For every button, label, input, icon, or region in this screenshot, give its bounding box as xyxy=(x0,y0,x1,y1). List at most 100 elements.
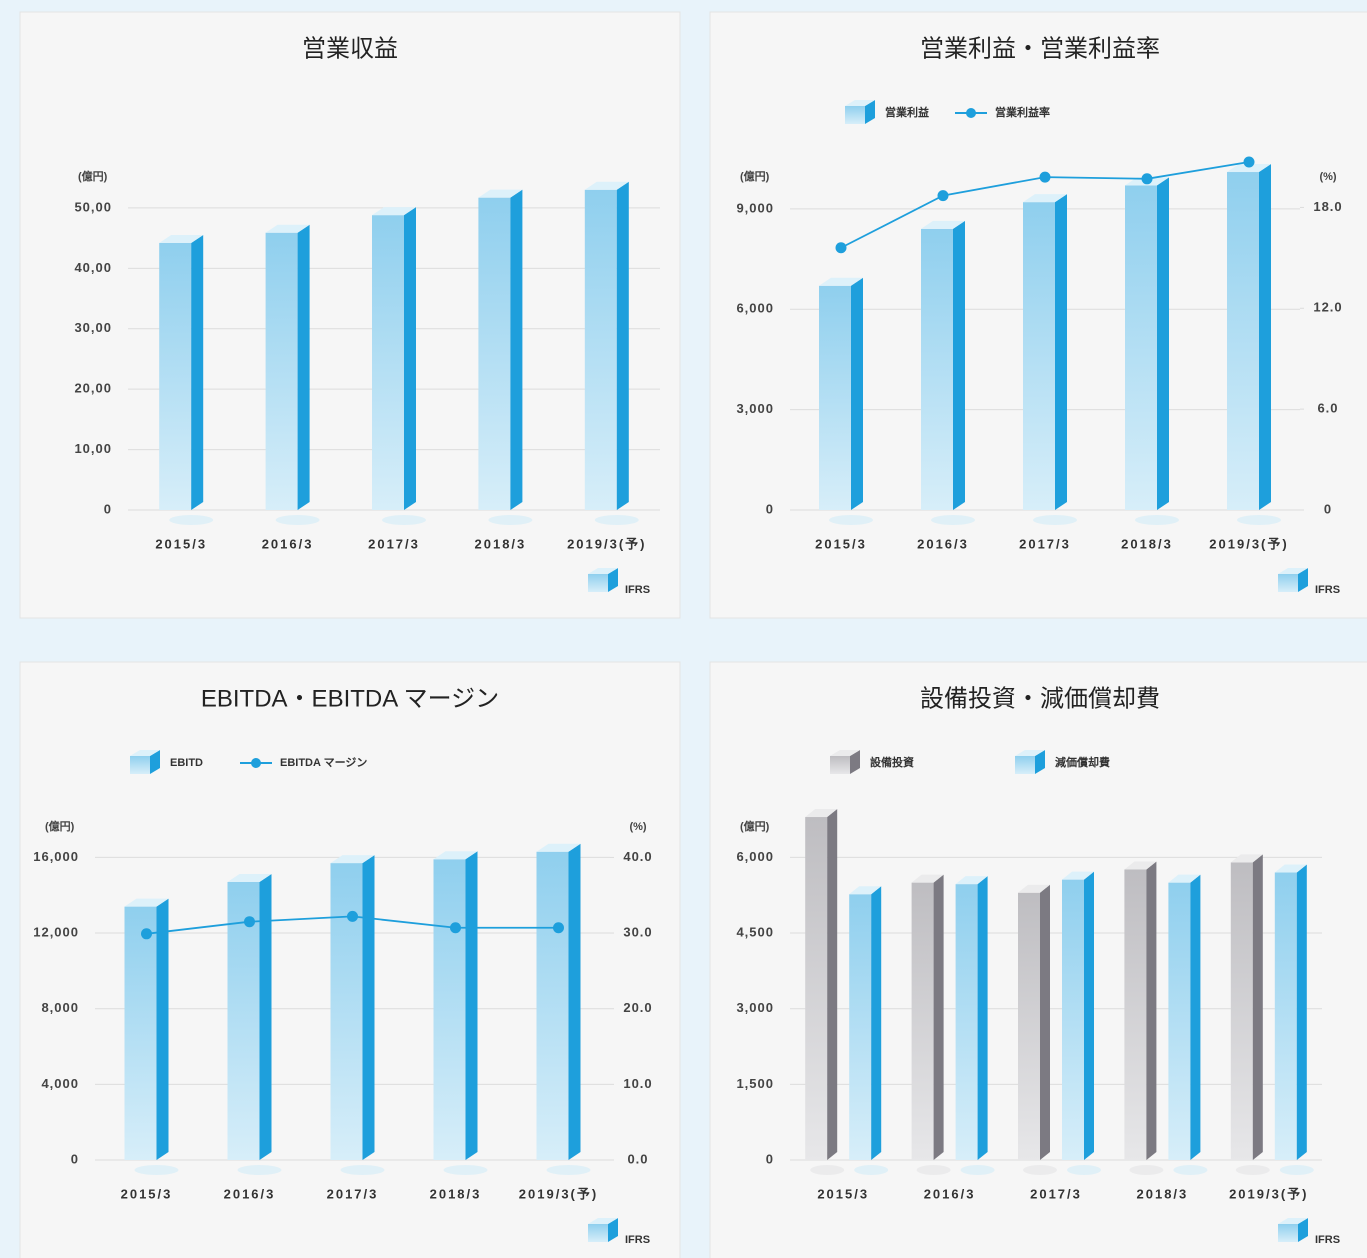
bar-side xyxy=(510,189,523,511)
x-tick-label: 2016/3 xyxy=(924,1186,976,1201)
y-tick-label: 6,000 xyxy=(736,301,774,316)
note-label: IFRS xyxy=(625,1234,650,1246)
y2-axis-unit: (%) xyxy=(629,821,646,833)
bar xyxy=(1023,202,1055,510)
legend-swatch-top xyxy=(845,100,875,106)
bar-top xyxy=(1023,194,1067,203)
bar xyxy=(433,859,466,1160)
y2-tick-label: 6.0 xyxy=(1317,401,1338,416)
legend-swatch-top xyxy=(830,750,860,756)
x-tick-label: 2017/3 xyxy=(1030,1186,1082,1201)
bar-top xyxy=(372,207,416,216)
legend-swatch-side xyxy=(150,750,160,774)
bar-side xyxy=(404,207,416,510)
bar xyxy=(372,215,404,510)
chart-title: 営業利益・営業利益率 xyxy=(920,35,1160,62)
y2-tick-label: 0.0 xyxy=(627,1151,648,1166)
y-tick-label: 3,000 xyxy=(736,401,774,416)
y-tick-label: 10,00 xyxy=(74,441,112,456)
bar xyxy=(911,882,934,1160)
legend-swatch-side xyxy=(865,100,875,124)
y-tick-label: 0 xyxy=(766,1151,774,1166)
bar-top xyxy=(805,809,838,818)
bar-top xyxy=(1230,854,1263,863)
y-axis-unit: (億円) xyxy=(740,819,770,833)
x-tick-label: 2017/3 xyxy=(327,1186,379,1201)
bar-side xyxy=(259,873,272,1160)
bar-side xyxy=(1296,864,1307,1160)
chart-panel: 営業収益 (億円) 0 10,00 20,00 30,00 40,00 50,00 2015/3… xyxy=(19,11,681,619)
bar-top xyxy=(955,876,988,885)
bar xyxy=(159,242,192,511)
bar-shadow xyxy=(1279,1165,1314,1175)
bar-top xyxy=(330,855,375,864)
bar-shadow xyxy=(1237,515,1281,525)
bar xyxy=(921,228,953,510)
y2-tick-label: 30.0 xyxy=(623,924,652,939)
bar-side xyxy=(362,855,375,1160)
legend-dot xyxy=(966,108,976,118)
chart-panel: EBITDA・EBITDA マージン (億円) (%) 0 4,000 8,000 12,0… xyxy=(19,661,681,1258)
bar-top xyxy=(819,277,863,286)
legend-swatch-top xyxy=(1015,750,1045,756)
bar-shadow xyxy=(1023,1165,1057,1175)
x-tick-label: 2019/3(予) xyxy=(1209,536,1288,551)
bar-side xyxy=(1259,164,1271,511)
bar-top xyxy=(849,886,882,895)
chart-title: 設備投資・減価償却費 xyxy=(920,685,1160,712)
x-tick-label: 2016/3 xyxy=(917,536,969,551)
y-tick-label: 40,00 xyxy=(74,260,112,275)
bar xyxy=(1274,872,1297,1160)
bar-top xyxy=(1168,874,1201,883)
note-icon-side xyxy=(608,1218,618,1242)
chart-title: 営業収益 xyxy=(302,35,398,62)
bar xyxy=(330,863,363,1160)
bar-shadow xyxy=(488,515,533,525)
bar-shadow xyxy=(931,515,975,525)
x-tick-label: 2017/3 xyxy=(1019,536,1071,551)
x-tick-label: 2015/3 xyxy=(815,536,867,551)
y-tick-label: 4,000 xyxy=(41,1076,79,1091)
y2-tick-label: 20.0 xyxy=(623,1000,652,1015)
bar xyxy=(584,189,617,510)
line-point xyxy=(244,916,255,928)
legend-label: 減価償却費 xyxy=(1055,755,1110,769)
bar xyxy=(1168,882,1191,1160)
bar-side xyxy=(1146,861,1157,1160)
x-tick-label: 2018/3 xyxy=(475,536,527,551)
line-point xyxy=(141,928,152,940)
x-tick-label: 2018/3 xyxy=(1121,536,1173,551)
line-point xyxy=(553,922,564,934)
x-tick-label: 2018/3 xyxy=(430,1186,482,1201)
legend-swatch-side xyxy=(1035,750,1045,774)
note-icon-side xyxy=(608,568,618,592)
bar-side xyxy=(1252,854,1263,1160)
bar-top xyxy=(911,874,944,883)
bar-shadow xyxy=(594,515,639,525)
bar-top xyxy=(584,181,629,190)
note-icon xyxy=(1278,574,1298,592)
bar-shadow xyxy=(829,515,873,525)
y-tick-label: 9,000 xyxy=(736,200,774,215)
bar xyxy=(1227,172,1259,511)
y2-tick-label: 0 xyxy=(1324,501,1332,516)
legend-label: EBITDA マージン xyxy=(280,756,367,769)
panel-background xyxy=(19,11,681,619)
x-tick-label: 2019/3(予) xyxy=(1229,1186,1308,1201)
legend-swatch xyxy=(830,756,850,774)
y-tick-label: 6,000 xyxy=(736,849,774,864)
y-tick-label: 0 xyxy=(71,1151,79,1166)
legend-swatch-side xyxy=(850,750,860,774)
y2-tick-label: 18.0 xyxy=(1313,199,1342,214)
bar-side xyxy=(297,224,310,510)
note-icon-top xyxy=(588,568,618,574)
bar-side xyxy=(616,181,629,510)
bar xyxy=(1125,185,1157,510)
bar-shadow xyxy=(916,1165,951,1175)
bar-top xyxy=(1018,884,1050,893)
y2-tick-label: 40.0 xyxy=(623,849,652,864)
bar-shadow xyxy=(1173,1165,1208,1175)
y-tick-label: 0 xyxy=(104,501,112,516)
legend-dot xyxy=(251,758,261,768)
line-point xyxy=(450,922,461,934)
